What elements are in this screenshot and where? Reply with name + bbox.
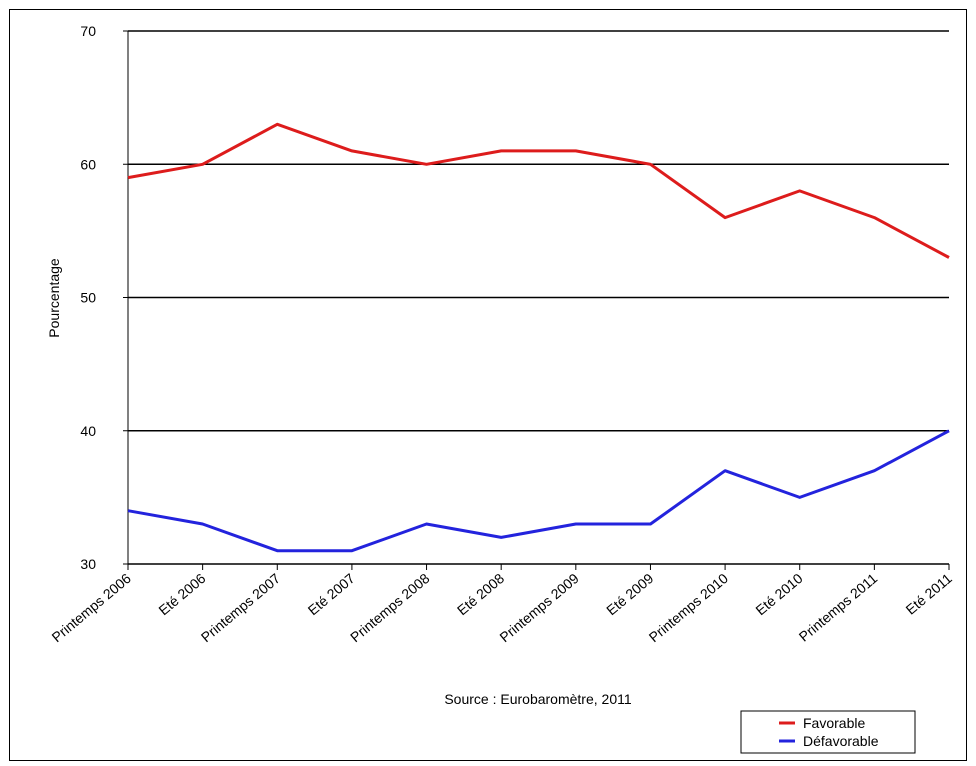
x-tick-label: Eté 2006	[155, 570, 208, 618]
legend-box	[740, 710, 916, 754]
x-tick-label: Eté 2009	[603, 570, 656, 618]
x-tick-label: Printemps 2007	[198, 570, 284, 645]
legend-label: Défavorable	[803, 733, 879, 749]
x-tick-label: Printemps 2006	[49, 570, 135, 645]
legend-label: Favorable	[803, 715, 865, 731]
y-axis-ticks: 30 40 50 60 70	[80, 23, 128, 572]
x-tick-label: Eté 2011	[902, 570, 955, 618]
y-tick-label-70: 70	[80, 23, 96, 39]
source-note: Source : Eurobaromètre, 2011	[444, 691, 632, 707]
series-line-défavorable	[127, 429, 950, 553]
series-line-favorable	[127, 122, 950, 259]
x-tick-label: Printemps 2010	[646, 570, 732, 645]
gridlines	[128, 30, 949, 565]
y-tick-label-40: 40	[80, 423, 96, 439]
x-tick-label: Printemps 2011	[796, 570, 881, 645]
x-tick-label: Printemps 2009	[496, 570, 582, 645]
x-tick-label: Eté 2010	[752, 570, 805, 618]
y-tick-label-60: 60	[80, 156, 96, 172]
chart-frame	[9, 9, 967, 761]
legend: Favorable Défavorable	[740, 710, 916, 754]
y-axis-label: Pourcentage	[46, 258, 62, 338]
x-tick-label: Eté 2008	[454, 570, 507, 618]
y-tick-label-50: 50	[80, 290, 96, 306]
x-tick-label: Printemps 2008	[347, 570, 433, 645]
y-tick-label-30: 30	[80, 556, 96, 572]
x-tick-label: Eté 2007	[305, 570, 358, 618]
series-lines	[127, 122, 950, 553]
